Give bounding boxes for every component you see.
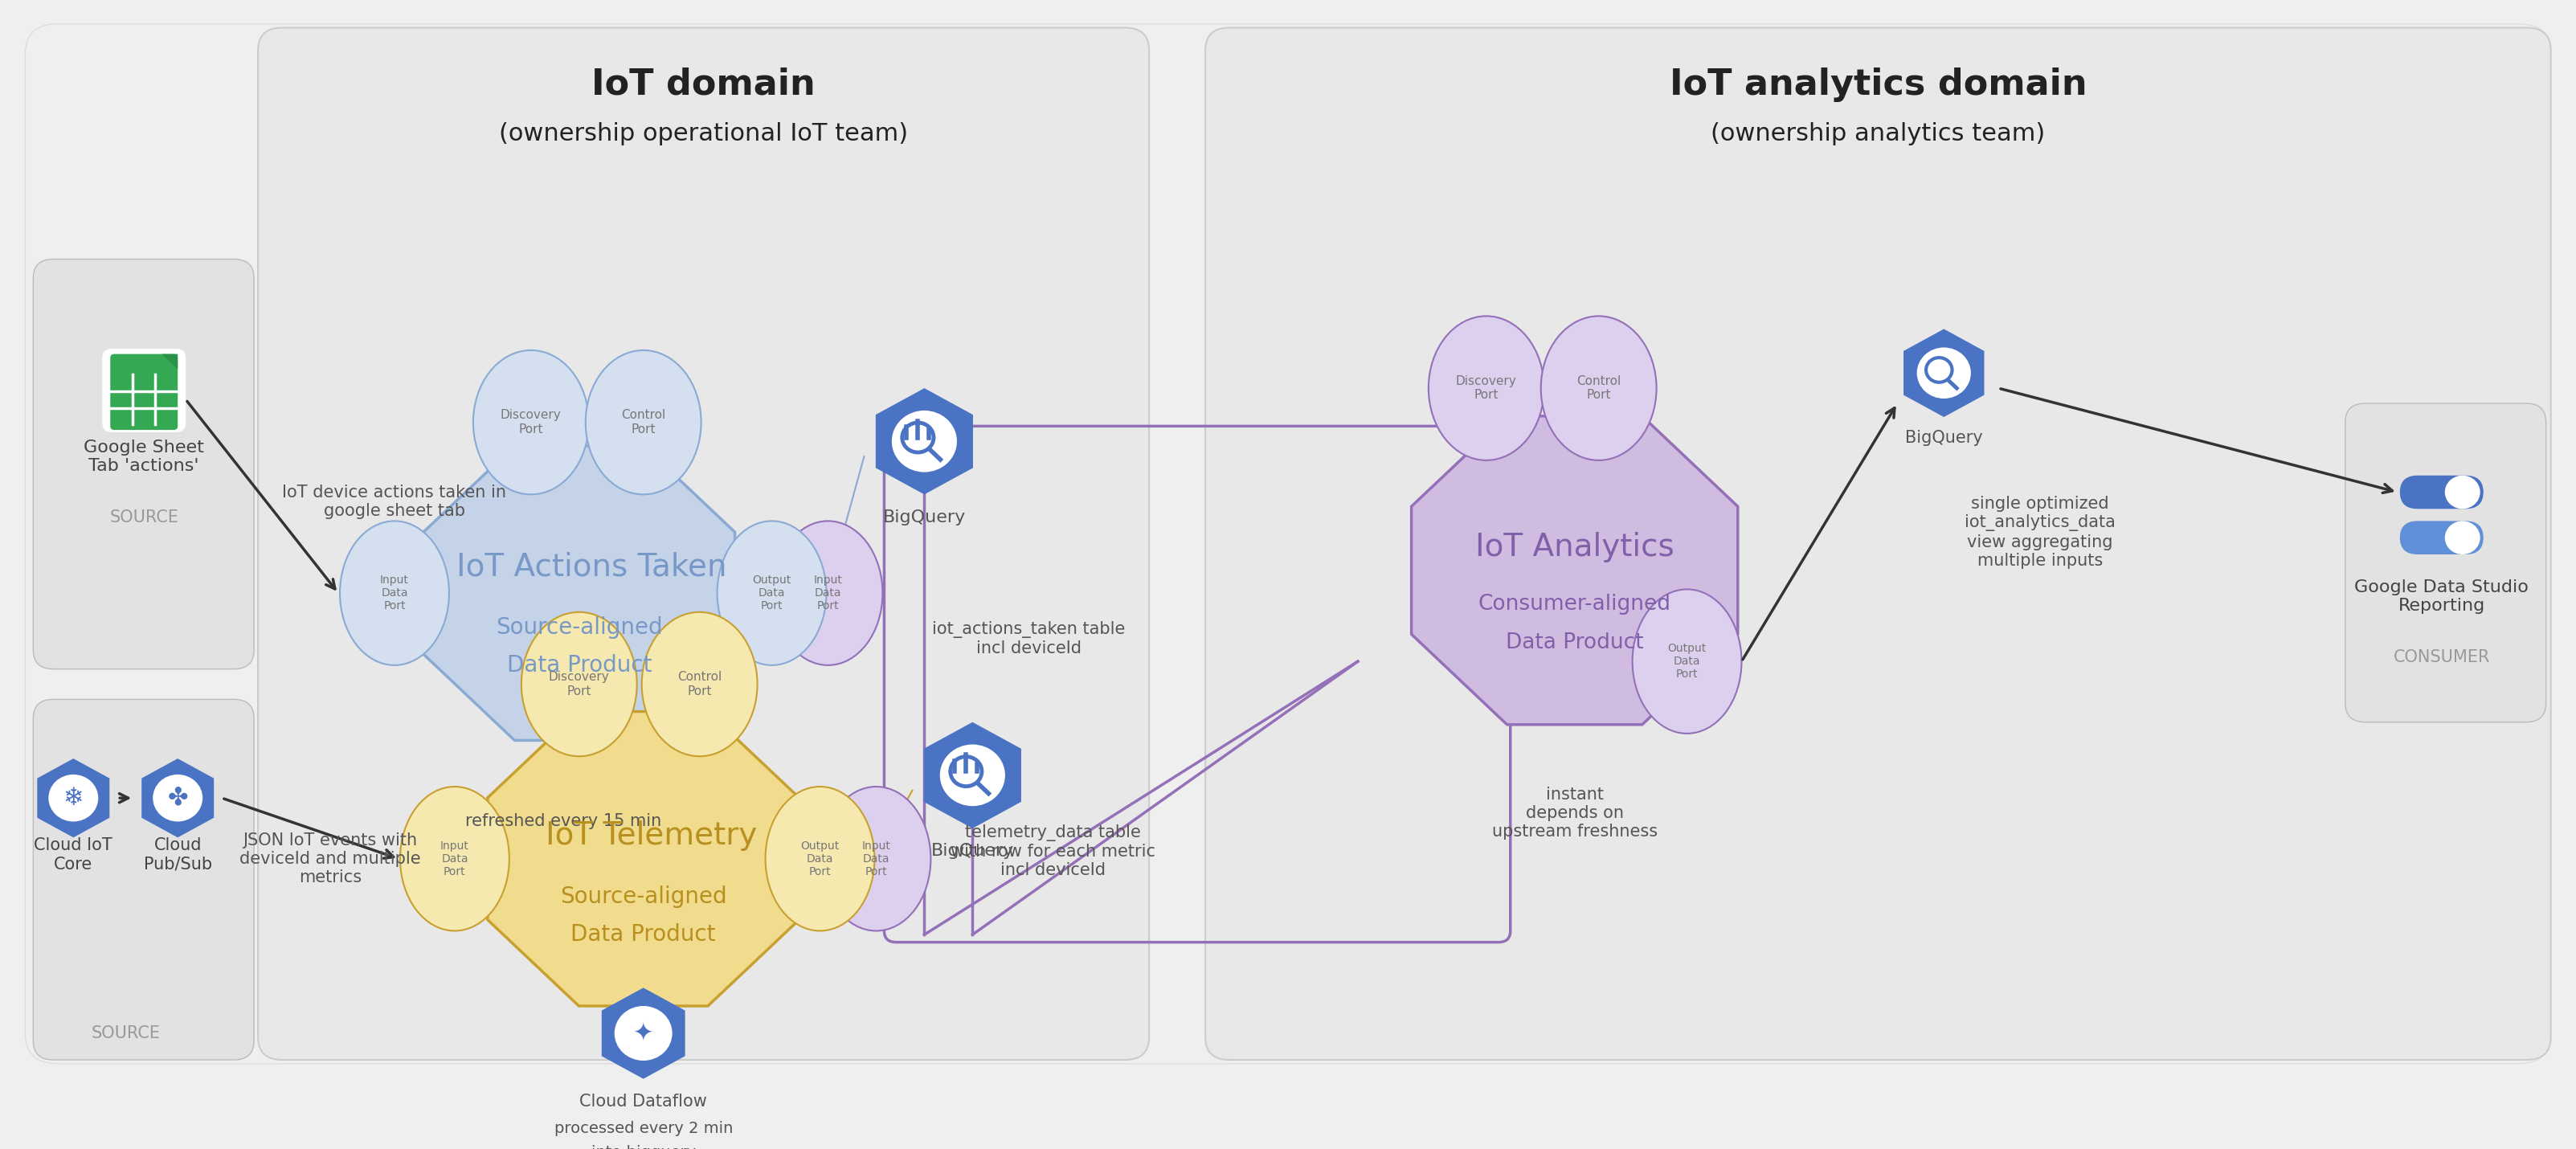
Ellipse shape <box>822 787 930 931</box>
Circle shape <box>152 774 204 822</box>
Text: SOURCE: SOURCE <box>108 509 178 525</box>
Text: processed every 2 min: processed every 2 min <box>554 1120 732 1136</box>
Ellipse shape <box>1430 316 1543 461</box>
Text: IoT analytics domain: IoT analytics domain <box>1669 68 2087 102</box>
Text: (ownership operational IoT team): (ownership operational IoT team) <box>500 122 909 146</box>
Text: Google Data Studio
Reporting: Google Data Studio Reporting <box>2354 579 2530 615</box>
Text: Cloud Dataflow: Cloud Dataflow <box>580 1094 708 1110</box>
Text: into bigquery: into bigquery <box>590 1144 696 1149</box>
Text: Discovery
Port: Discovery Port <box>500 409 562 435</box>
FancyBboxPatch shape <box>1206 28 2550 1059</box>
Polygon shape <box>1904 329 1984 417</box>
Text: Output
Data
Port: Output Data Port <box>1667 642 1705 680</box>
Text: IoT Analytics: IoT Analytics <box>1476 532 1674 563</box>
Text: Input
Data
Port: Input Data Port <box>863 840 891 878</box>
Text: IoT device actions taken in
google sheet tab: IoT device actions taken in google sheet… <box>283 485 507 519</box>
Text: BigQuery: BigQuery <box>1906 430 1984 446</box>
Text: BigQuery: BigQuery <box>884 509 966 525</box>
Ellipse shape <box>1633 589 1741 733</box>
Circle shape <box>49 774 98 822</box>
Text: IoT domain: IoT domain <box>592 68 817 102</box>
Text: Consumer-aligned: Consumer-aligned <box>1479 594 1672 615</box>
Text: Cloud
Pub/Sub: Cloud Pub/Sub <box>144 838 211 872</box>
FancyBboxPatch shape <box>2344 403 2545 722</box>
Ellipse shape <box>520 612 636 756</box>
Text: iot_actions_taken table
incl deviceId: iot_actions_taken table incl deviceId <box>933 620 1126 656</box>
Text: Data Product: Data Product <box>507 654 652 677</box>
Polygon shape <box>925 722 1020 828</box>
Text: Control
Port: Control Port <box>677 671 721 697</box>
Text: (ownership analytics team): (ownership analytics team) <box>1710 122 2045 146</box>
Circle shape <box>616 1007 672 1061</box>
Ellipse shape <box>585 350 701 494</box>
FancyBboxPatch shape <box>26 24 2550 1064</box>
Polygon shape <box>142 758 214 838</box>
Text: Input
Data
Port: Input Data Port <box>440 840 469 878</box>
Ellipse shape <box>716 520 827 665</box>
Polygon shape <box>422 446 734 740</box>
Circle shape <box>940 745 1005 807</box>
Ellipse shape <box>773 520 884 665</box>
Text: Input
Data
Port: Input Data Port <box>814 574 842 611</box>
FancyBboxPatch shape <box>258 28 1149 1059</box>
Text: Source-aligned: Source-aligned <box>495 616 662 639</box>
FancyBboxPatch shape <box>2401 476 2483 509</box>
Ellipse shape <box>474 350 590 494</box>
Text: Cloud IoT
Core: Cloud IoT Core <box>33 838 113 872</box>
FancyBboxPatch shape <box>111 354 178 430</box>
Text: ❄: ❄ <box>64 786 82 810</box>
Text: Control
Port: Control Port <box>1577 376 1620 401</box>
Ellipse shape <box>641 612 757 756</box>
Polygon shape <box>603 988 685 1079</box>
Text: SOURCE: SOURCE <box>90 1025 160 1041</box>
Ellipse shape <box>340 520 448 665</box>
Circle shape <box>2445 476 2481 509</box>
Polygon shape <box>876 388 974 494</box>
Text: Discovery
Port: Discovery Port <box>549 671 611 697</box>
Text: Google Sheet
Tab 'actions': Google Sheet Tab 'actions' <box>85 439 204 473</box>
Circle shape <box>2445 520 2481 555</box>
Text: JSON IoT events with
deviceId and multiple
metrics: JSON IoT events with deviceId and multip… <box>240 832 420 886</box>
Circle shape <box>1917 347 1971 399</box>
Text: Output
Data
Port: Output Data Port <box>801 840 840 878</box>
Text: Data Product: Data Product <box>1504 632 1643 653</box>
Ellipse shape <box>399 787 510 931</box>
FancyBboxPatch shape <box>33 260 255 669</box>
Text: Source-aligned: Source-aligned <box>559 886 726 908</box>
Text: Output
Data
Port: Output Data Port <box>752 574 791 611</box>
Text: instant
depends on
upstream freshness: instant depends on upstream freshness <box>1492 787 1656 840</box>
Polygon shape <box>162 354 178 369</box>
Text: Discovery
Port: Discovery Port <box>1455 376 1517 401</box>
Text: single optimized
iot_analytics_data
view aggregating
multiple inputs: single optimized iot_analytics_data view… <box>1965 496 2115 569</box>
FancyBboxPatch shape <box>2401 520 2483 555</box>
Text: ✦: ✦ <box>634 1021 654 1044</box>
Text: IoT Actions Taken: IoT Actions Taken <box>456 552 726 581</box>
Text: ✤: ✤ <box>167 786 188 810</box>
Polygon shape <box>487 711 799 1007</box>
Text: Input
Data
Port: Input Data Port <box>381 574 410 611</box>
Text: refreshed every 15 min: refreshed every 15 min <box>464 812 662 828</box>
Ellipse shape <box>1540 316 1656 461</box>
Text: IoT Telemetry: IoT Telemetry <box>546 820 757 851</box>
Circle shape <box>891 410 956 472</box>
Text: BigQuery: BigQuery <box>930 843 1015 859</box>
FancyBboxPatch shape <box>103 348 185 432</box>
Ellipse shape <box>765 787 876 931</box>
Text: Control
Port: Control Port <box>621 409 665 435</box>
Polygon shape <box>36 758 111 838</box>
Polygon shape <box>1412 416 1739 725</box>
Text: telemetry_data table
with row for each metric
incl deviceId: telemetry_data table with row for each m… <box>951 824 1154 878</box>
Text: CONSUMER: CONSUMER <box>2393 649 2491 665</box>
Text: Data Product: Data Product <box>572 924 716 946</box>
FancyBboxPatch shape <box>33 700 255 1059</box>
